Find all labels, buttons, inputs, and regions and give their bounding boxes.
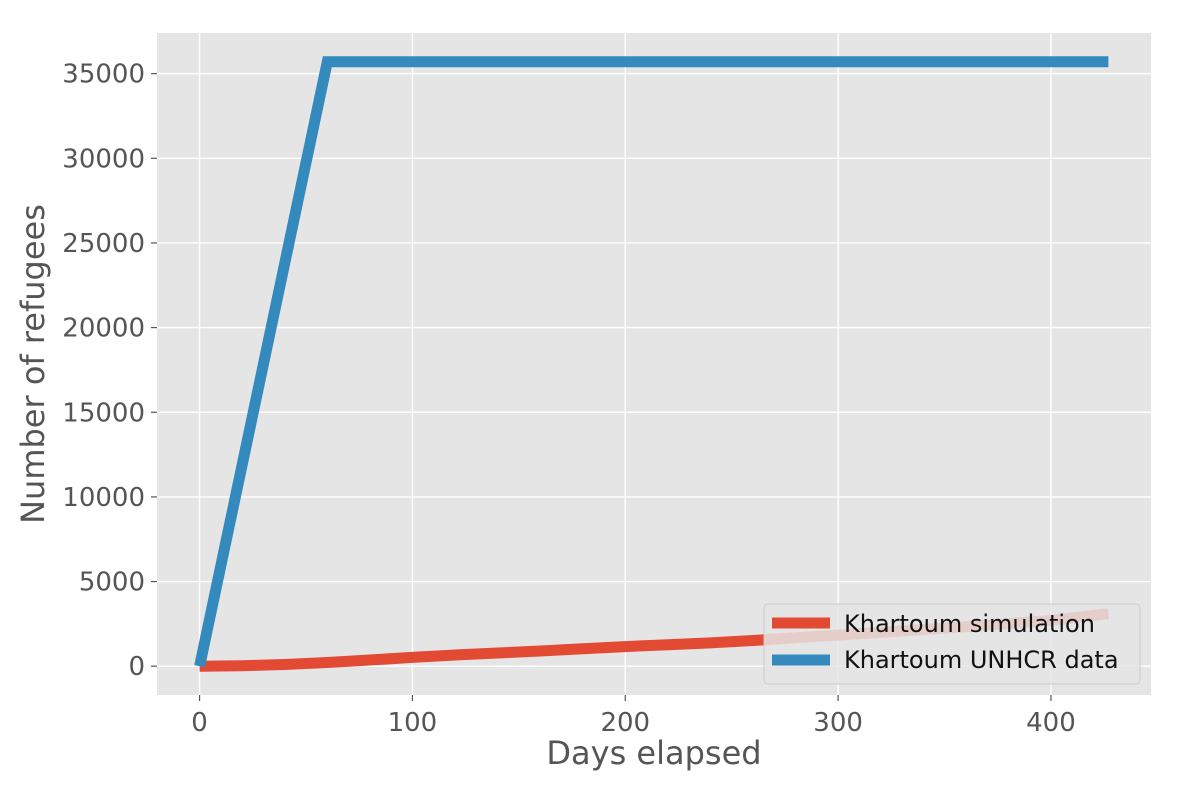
y-tick-label: 15000 xyxy=(62,398,145,428)
y-tick-label: 20000 xyxy=(62,314,145,344)
x-tick-label: 200 xyxy=(600,708,650,738)
legend-label-unhcr: Khartoum UNHCR data xyxy=(844,646,1119,674)
x-axis-title: Days elapsed xyxy=(546,734,761,772)
legend-label-simulation: Khartoum simulation xyxy=(844,610,1095,638)
y-tick-label: 25000 xyxy=(62,229,145,259)
legend-box xyxy=(763,603,1141,685)
y-tick-label: 10000 xyxy=(62,483,145,513)
y-tick-label: 0 xyxy=(128,652,145,682)
x-tick-label: 100 xyxy=(388,708,438,738)
y-tick-label: 35000 xyxy=(62,60,145,90)
legend: Khartoum simulation Khartoum UNHCR data xyxy=(763,603,1141,685)
y-tick-label: 5000 xyxy=(79,568,145,598)
x-tick-label: 300 xyxy=(813,708,863,738)
x-tick-label: 0 xyxy=(191,708,208,738)
x-tick-label: 400 xyxy=(1026,708,1076,738)
plot-background xyxy=(157,33,1151,695)
y-tick-label: 30000 xyxy=(62,144,145,174)
y-axis-title: Number of refugees xyxy=(14,204,52,524)
x-axis-ticks: 0 100 200 300 400 xyxy=(191,695,1076,738)
y-axis-ticks: 0 5000 10000 15000 20000 25000 30000 35000 xyxy=(62,60,157,682)
series-line-1 xyxy=(194,56,1109,668)
